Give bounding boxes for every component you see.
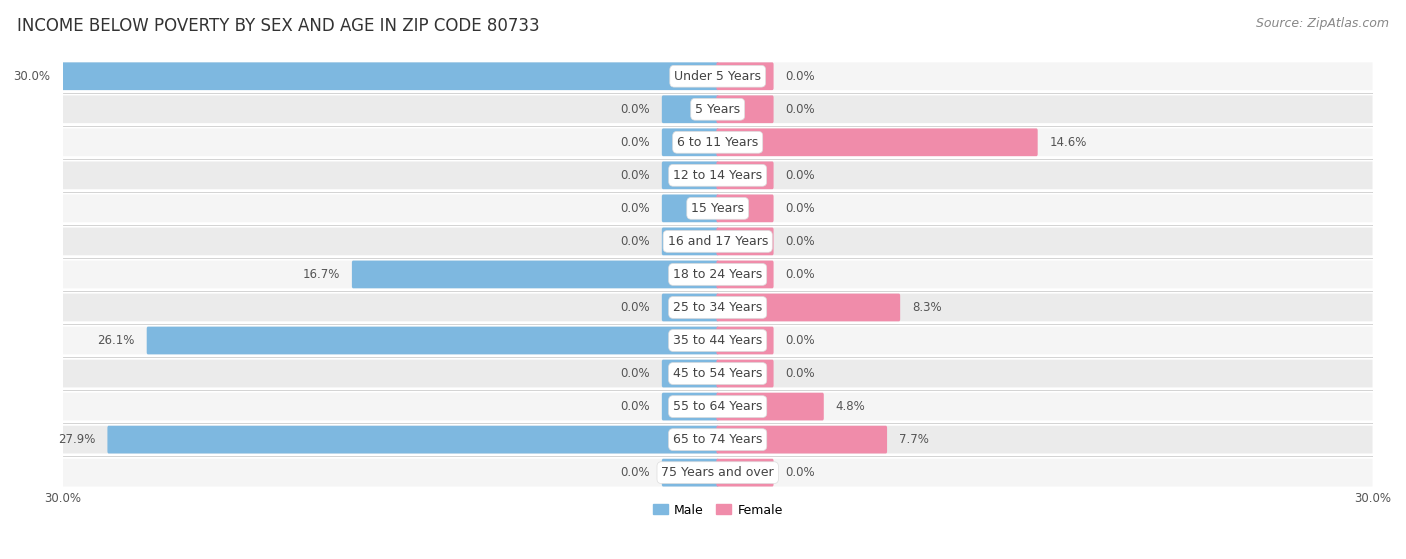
Text: 0.0%: 0.0% (786, 169, 815, 182)
Text: 5 Years: 5 Years (695, 103, 741, 116)
FancyBboxPatch shape (63, 426, 1372, 453)
FancyBboxPatch shape (717, 260, 773, 288)
FancyBboxPatch shape (63, 129, 1372, 156)
FancyBboxPatch shape (63, 326, 1372, 354)
FancyBboxPatch shape (662, 195, 718, 222)
FancyBboxPatch shape (63, 228, 1372, 255)
FancyBboxPatch shape (662, 459, 718, 486)
FancyBboxPatch shape (63, 293, 1372, 321)
Text: 0.0%: 0.0% (786, 367, 815, 380)
Text: INCOME BELOW POVERTY BY SEX AND AGE IN ZIP CODE 80733: INCOME BELOW POVERTY BY SEX AND AGE IN Z… (17, 17, 540, 35)
FancyBboxPatch shape (63, 162, 1372, 189)
FancyBboxPatch shape (63, 195, 1372, 222)
Text: 0.0%: 0.0% (786, 334, 815, 347)
FancyBboxPatch shape (717, 426, 887, 453)
FancyBboxPatch shape (717, 63, 773, 90)
Text: 0.0%: 0.0% (786, 466, 815, 479)
FancyBboxPatch shape (63, 459, 1372, 486)
Text: 16 and 17 Years: 16 and 17 Years (668, 235, 768, 248)
Text: 0.0%: 0.0% (786, 268, 815, 281)
FancyBboxPatch shape (662, 162, 718, 189)
Text: Under 5 Years: Under 5 Years (675, 70, 761, 83)
FancyBboxPatch shape (717, 392, 824, 420)
Text: 0.0%: 0.0% (786, 70, 815, 83)
FancyBboxPatch shape (717, 326, 773, 354)
Text: 8.3%: 8.3% (912, 301, 942, 314)
Text: 45 to 54 Years: 45 to 54 Years (673, 367, 762, 380)
Text: 15 Years: 15 Years (692, 202, 744, 215)
Text: 55 to 64 Years: 55 to 64 Years (673, 400, 762, 413)
Text: 0.0%: 0.0% (786, 235, 815, 248)
FancyBboxPatch shape (63, 63, 1372, 90)
FancyBboxPatch shape (717, 162, 773, 189)
FancyBboxPatch shape (717, 459, 773, 486)
FancyBboxPatch shape (63, 260, 1372, 288)
FancyBboxPatch shape (717, 129, 1038, 156)
Text: 0.0%: 0.0% (620, 202, 650, 215)
Text: 0.0%: 0.0% (620, 169, 650, 182)
FancyBboxPatch shape (717, 293, 900, 321)
Text: 4.8%: 4.8% (835, 400, 865, 413)
FancyBboxPatch shape (107, 426, 718, 453)
Text: 14.6%: 14.6% (1049, 136, 1087, 149)
Text: 30.0%: 30.0% (13, 70, 49, 83)
FancyBboxPatch shape (62, 63, 718, 90)
Text: 0.0%: 0.0% (786, 202, 815, 215)
Text: Source: ZipAtlas.com: Source: ZipAtlas.com (1256, 17, 1389, 30)
Text: 0.0%: 0.0% (786, 103, 815, 116)
Text: 0.0%: 0.0% (620, 103, 650, 116)
FancyBboxPatch shape (662, 392, 718, 420)
FancyBboxPatch shape (717, 195, 773, 222)
FancyBboxPatch shape (717, 228, 773, 255)
Text: 0.0%: 0.0% (620, 136, 650, 149)
Text: 18 to 24 Years: 18 to 24 Years (673, 268, 762, 281)
FancyBboxPatch shape (63, 96, 1372, 123)
FancyBboxPatch shape (63, 359, 1372, 387)
Text: 27.9%: 27.9% (58, 433, 96, 446)
FancyBboxPatch shape (63, 392, 1372, 420)
Text: 0.0%: 0.0% (620, 400, 650, 413)
FancyBboxPatch shape (352, 260, 718, 288)
Text: 0.0%: 0.0% (620, 367, 650, 380)
Legend: Male, Female: Male, Female (648, 499, 787, 522)
FancyBboxPatch shape (662, 129, 718, 156)
Text: 26.1%: 26.1% (97, 334, 135, 347)
Text: 75 Years and over: 75 Years and over (661, 466, 775, 479)
FancyBboxPatch shape (662, 293, 718, 321)
FancyBboxPatch shape (717, 359, 773, 387)
FancyBboxPatch shape (662, 96, 718, 123)
Text: 6 to 11 Years: 6 to 11 Years (678, 136, 758, 149)
FancyBboxPatch shape (662, 228, 718, 255)
Text: 65 to 74 Years: 65 to 74 Years (673, 433, 762, 446)
FancyBboxPatch shape (662, 359, 718, 387)
Text: 25 to 34 Years: 25 to 34 Years (673, 301, 762, 314)
Text: 35 to 44 Years: 35 to 44 Years (673, 334, 762, 347)
Text: 7.7%: 7.7% (898, 433, 929, 446)
Text: 0.0%: 0.0% (620, 235, 650, 248)
Text: 16.7%: 16.7% (302, 268, 340, 281)
FancyBboxPatch shape (717, 96, 773, 123)
Text: 0.0%: 0.0% (620, 301, 650, 314)
Text: 0.0%: 0.0% (620, 466, 650, 479)
FancyBboxPatch shape (146, 326, 718, 354)
Text: 12 to 14 Years: 12 to 14 Years (673, 169, 762, 182)
